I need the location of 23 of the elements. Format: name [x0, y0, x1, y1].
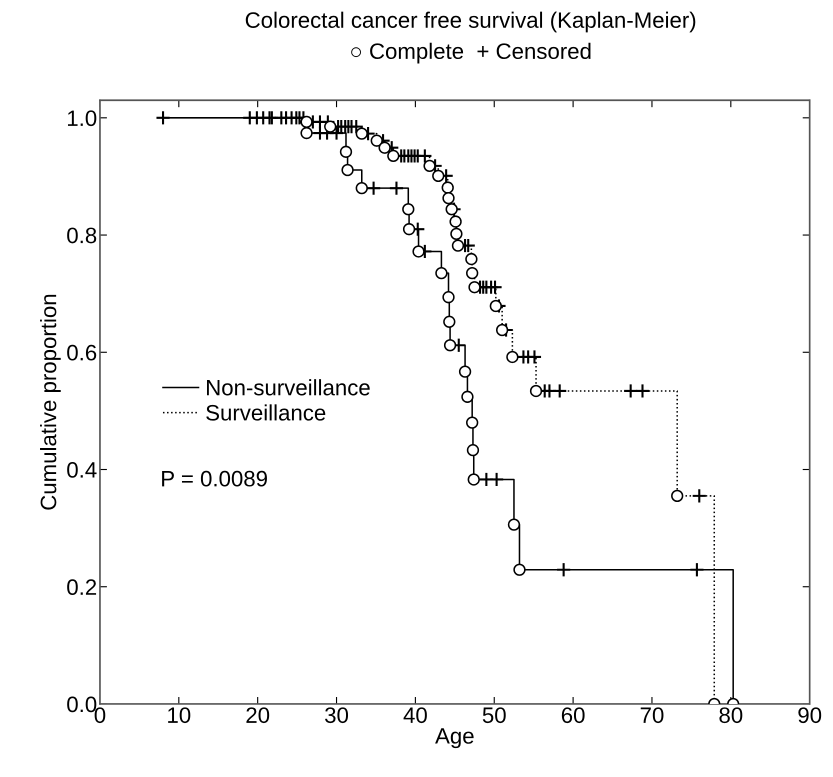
- chart-title: Colorectal cancer free survival (Kaplan-Meier): [246, 12, 696, 32]
- x-tick-label: 40: [404, 707, 427, 724]
- y-tick-label: 0.4: [67, 462, 97, 478]
- x-tick-label: 70: [640, 707, 664, 724]
- x-tick-label: 10: [168, 707, 190, 724]
- legend-label: Non-surveillance: [207, 379, 370, 396]
- y-tick-label: 0.0: [67, 696, 96, 712]
- y-tick-label: 1.0: [68, 110, 96, 126]
- chart-subtitle: ○ Complete + Censored: [351, 42, 590, 64]
- legend-label: Surveillance: [206, 404, 326, 421]
- x-tick-label: 0: [94, 707, 106, 724]
- y-axis-title: Cumulative proportion: [40, 294, 61, 510]
- x-tick-label: 80: [719, 707, 742, 724]
- x-axis-title: Age: [435, 728, 474, 748]
- x-tick-label: 60: [562, 707, 585, 724]
- y-tick-label: 0.8: [67, 228, 96, 244]
- y-tick-label: 0.2: [67, 579, 96, 596]
- annotation: P = 0.0089: [162, 470, 267, 487]
- x-tick-label: 90: [798, 707, 822, 724]
- x-tick-label: 30: [325, 707, 348, 724]
- x-tick-label: 20: [246, 707, 270, 724]
- y-tick-label: 0.6: [67, 344, 96, 361]
- x-tick-label: 50: [482, 707, 506, 724]
